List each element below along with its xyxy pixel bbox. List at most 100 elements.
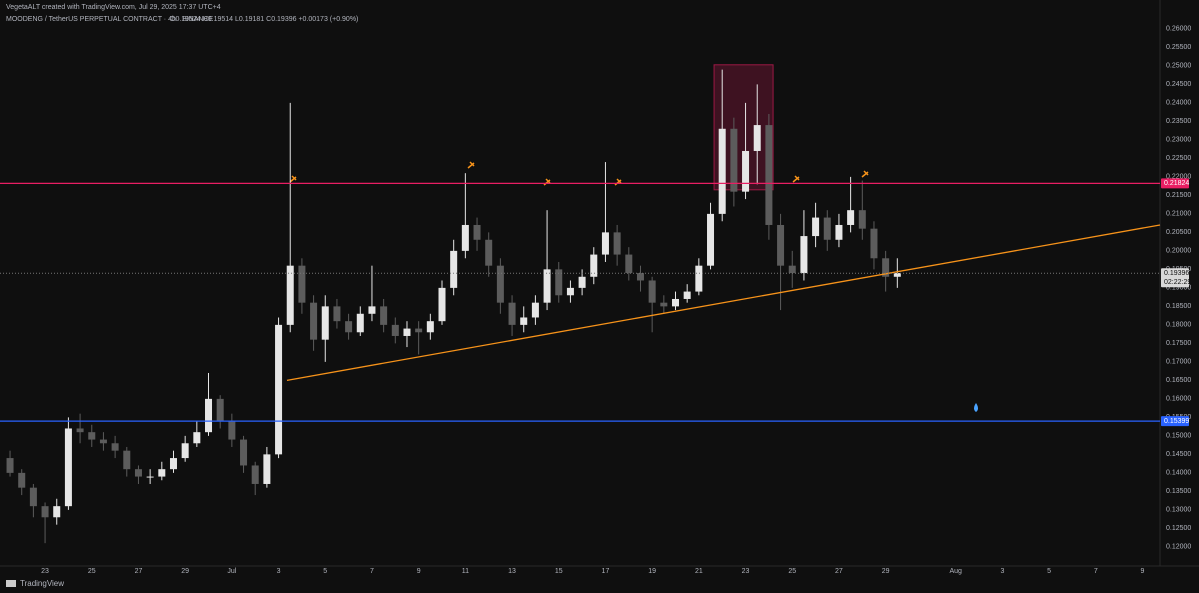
- y-tick-label: 0.26000: [1166, 26, 1191, 33]
- countdown: 02:22:29: [1164, 279, 1191, 286]
- x-tick-label: 27: [835, 568, 843, 575]
- x-tick-label: 23: [41, 568, 49, 575]
- candle-body: [240, 439, 248, 466]
- y-tick-label: 0.15000: [1166, 433, 1191, 440]
- candle-body: [543, 269, 551, 303]
- candle-body: [683, 291, 691, 299]
- candle-body: [823, 217, 831, 240]
- candle-body: [53, 506, 61, 518]
- y-tick-label: 0.22000: [1166, 174, 1191, 181]
- level-label: 0.15399: [1164, 418, 1189, 425]
- x-tick-label: 7: [1094, 568, 1098, 575]
- candle-body: [566, 287, 574, 296]
- pickaxe: [614, 178, 622, 186]
- candle-body: [275, 324, 283, 455]
- candle-body: [625, 254, 633, 274]
- y-tick-label: 0.18500: [1166, 303, 1191, 310]
- candle-body: [193, 432, 201, 444]
- y-tick-label: 0.17000: [1166, 359, 1191, 366]
- level-label: 0.21824: [1164, 180, 1189, 187]
- candle-body: [671, 298, 680, 307]
- footer: TradingView: [20, 579, 64, 588]
- x-tick-label: 25: [788, 568, 796, 575]
- y-tick-label: 0.21500: [1166, 192, 1191, 199]
- y-tick-label: 0.17500: [1166, 340, 1191, 347]
- candle-body: [333, 306, 341, 322]
- candle-body: [76, 428, 84, 433]
- y-tick-label: 0.22500: [1166, 155, 1191, 162]
- candle-body: [205, 398, 213, 433]
- x-tick-label: 29: [181, 568, 189, 575]
- level-tag: [1161, 416, 1189, 427]
- last-price-tag: [1161, 268, 1189, 288]
- candle-body: [321, 306, 329, 340]
- candle-body: [111, 443, 119, 451]
- candle-body: [601, 232, 609, 255]
- candle-body: [123, 450, 131, 470]
- candle-body: [765, 125, 773, 225]
- candle-body: [590, 254, 598, 277]
- candle-body: [99, 439, 107, 444]
- candle-body: [298, 265, 306, 303]
- ohlc-summary: O0.19524 H0.19514 L0.19181 C0.19396 +0.0…: [170, 16, 358, 23]
- candle-body: [636, 273, 644, 281]
- candle-body: [531, 302, 539, 318]
- y-tick-label: 0.16500: [1166, 377, 1191, 384]
- y-tick-label: 0.12500: [1166, 525, 1191, 532]
- y-tick-label: 0.13000: [1166, 507, 1191, 514]
- pickaxes: [289, 161, 869, 186]
- candle-body: [461, 224, 469, 251]
- pickaxe: [861, 170, 869, 178]
- pickaxe: [792, 175, 800, 183]
- x-tick-label: 13: [508, 568, 516, 575]
- candle-body: [800, 236, 808, 274]
- x-tick-label: 9: [1141, 568, 1145, 575]
- y-tick-label: 0.14500: [1166, 451, 1191, 458]
- x-tick-label: Jul: [227, 568, 236, 575]
- candle-body: [847, 210, 855, 225]
- candle-body: [134, 469, 142, 477]
- x-tick-label: 29: [882, 568, 890, 575]
- candle-body: [391, 324, 399, 336]
- y-tick-label: 0.20500: [1166, 229, 1191, 236]
- candle-body: [730, 128, 738, 192]
- x-tick-label: 9: [417, 568, 421, 575]
- candle-body: [520, 317, 528, 325]
- candle-body: [753, 125, 761, 151]
- candle-body: [742, 150, 750, 192]
- y-tick-label: 0.23500: [1166, 118, 1191, 125]
- candle-body: [450, 250, 458, 288]
- candle-body: [777, 224, 785, 266]
- pickaxe: [289, 175, 297, 183]
- candle-body: [403, 328, 411, 336]
- y-tick-label: 0.25000: [1166, 63, 1191, 70]
- x-tick-label: Aug: [949, 568, 962, 575]
- x-tick-label: 11: [462, 568, 469, 575]
- candle-body: [41, 506, 49, 518]
- candle-body: [263, 454, 271, 484]
- y-tick-label: 0.24000: [1166, 100, 1191, 107]
- x-tick-label: 17: [602, 568, 610, 575]
- pickaxe: [467, 161, 475, 169]
- candle-body: [181, 443, 189, 459]
- candle-body: [310, 302, 318, 340]
- last-price-label: 0.19396: [1164, 270, 1189, 277]
- x-tick-label: 27: [135, 568, 143, 575]
- candle-body: [426, 321, 434, 333]
- droplet: [974, 403, 978, 412]
- candle-body: [695, 265, 703, 292]
- level-tag: [1161, 178, 1189, 189]
- pickaxe: [543, 178, 551, 186]
- y-tick-label: 0.18000: [1166, 322, 1191, 329]
- x-tick-label: 19: [648, 568, 656, 575]
- candle-body: [812, 217, 820, 237]
- x-tick-label: 23: [742, 568, 750, 575]
- y-tick-label: 0.19000: [1166, 285, 1191, 292]
- candle-body: [718, 128, 726, 214]
- candle-body: [485, 239, 493, 266]
- candle-body: [29, 487, 37, 507]
- candle-body: [415, 328, 423, 333]
- candle-body: [18, 472, 26, 488]
- candle-body: [613, 232, 621, 255]
